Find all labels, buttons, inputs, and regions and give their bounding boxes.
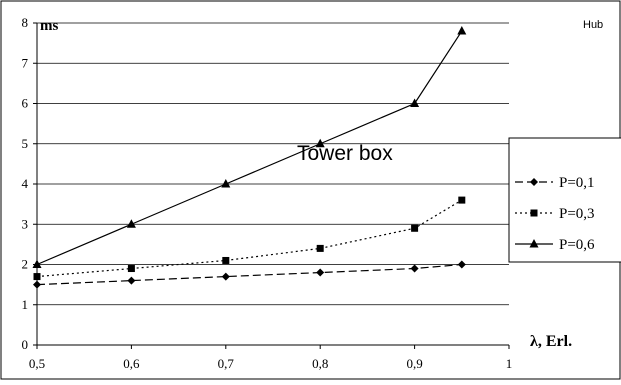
corner-label: Hub (583, 19, 603, 31)
x-tick-label-3: 0,8 (312, 356, 328, 371)
legend-box (508, 137, 621, 263)
x-tick-labels: 0,5 0,6 0,7 0,8 0,9 1 (29, 356, 512, 371)
data-point-s2-2 (127, 265, 135, 273)
legend-label-3: P=0,6 (559, 237, 595, 253)
x-tick-label-0: 0,5 (29, 356, 45, 371)
y-tick-label-5: 5 (22, 136, 29, 151)
data-point-s3-6 (457, 26, 467, 35)
y-tick-label-2: 2 (22, 257, 29, 272)
legend-marker-3 (529, 239, 539, 248)
series-line-3 (36, 30, 463, 266)
x-tick-label-5: 1 (506, 356, 513, 371)
grid-lines (37, 22, 509, 306)
y-tick-label-4: 4 (22, 176, 29, 191)
y-tick-label-1: 1 (22, 297, 29, 312)
data-point-s2-3 (222, 256, 230, 264)
y-axis-label: ms (40, 18, 58, 34)
data-point-s2-6 (458, 196, 466, 204)
y-tick-label-8: 8 (22, 15, 29, 30)
data-point-s3-4 (315, 138, 325, 148)
y-tick-label-7: 7 (22, 55, 29, 70)
legend-marker-1 (530, 178, 538, 186)
data-point-s1-2 (127, 276, 136, 285)
data-point-s3-1 (32, 259, 42, 268)
y-tick-label-3: 3 (22, 216, 29, 231)
data-point-s1-4 (316, 268, 325, 277)
data-point-s1-1 (33, 280, 41, 289)
x-tick-label-4: 0,9 (406, 356, 422, 371)
annotation-text: Tower box (297, 142, 393, 165)
series-line-1 (36, 263, 462, 286)
data-point-s2-4 (316, 244, 324, 252)
legend-label-2: P=0,3 (559, 206, 595, 222)
y-tick-label-0: 0 (22, 337, 29, 352)
data-point-s3-3 (221, 179, 231, 188)
data-point-s1-5 (410, 264, 419, 273)
series-line-2 (36, 199, 463, 278)
x-tick-label-2: 0,7 (218, 356, 235, 371)
y-tick-labels: 0 1 2 3 4 5 6 7 8 (22, 15, 29, 352)
x-axis-label: λ, Erl. (530, 333, 572, 350)
data-point-s2-1 (33, 273, 41, 281)
data-point-s2-5 (411, 224, 419, 232)
legend-marker-2 (530, 209, 538, 217)
legend-label-1: P=0,1 (559, 175, 595, 191)
legend: P=0,1 P=0,3 P=0,6 (508, 137, 621, 263)
x-tick-label-1: 0,6 (123, 356, 140, 371)
data-point-s3-5 (410, 98, 420, 107)
y-tick-label-6: 6 (22, 96, 29, 111)
data-point-s1-3 (221, 272, 230, 281)
data-point-s3-2 (126, 219, 136, 228)
axes (33, 22, 510, 349)
data-point-s1-6 (457, 260, 466, 269)
series-group (32, 26, 467, 289)
